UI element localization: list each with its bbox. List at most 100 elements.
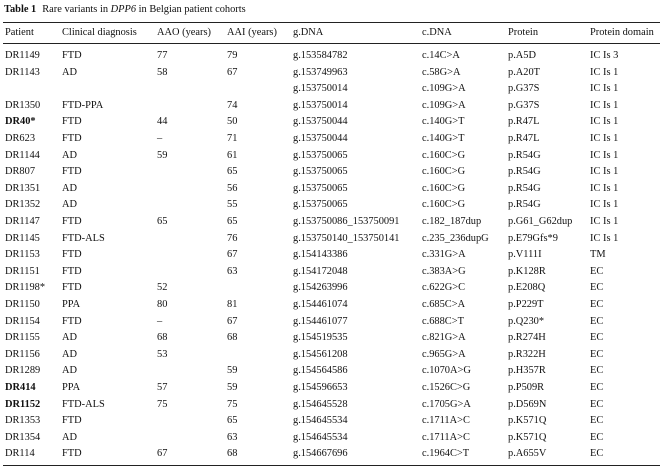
table-cell: g.153750014	[293, 99, 348, 111]
table-cell: IC Is 1	[590, 83, 619, 95]
table-cell: –	[157, 133, 163, 144]
table-cell: DR807	[5, 166, 36, 178]
table-cell: EC	[590, 299, 604, 310]
table-cell: IC Is 1	[590, 149, 619, 161]
table-cell: FTD	[62, 116, 82, 128]
table-cell: p.G37S	[508, 83, 540, 95]
table-cell: 65	[227, 216, 238, 227]
table-title: Table 1 Rare variants in DPP6 in Belgian …	[4, 4, 246, 15]
column-header: AAO (years)	[157, 27, 211, 38]
table-cell: DR1147	[5, 216, 40, 227]
table-cell: AD	[62, 431, 78, 443]
table-cell: IC Is 1	[590, 66, 619, 78]
table-cell: DR1289	[5, 365, 41, 377]
table-cell: c.383A>G	[422, 265, 466, 277]
table-cell: g.154172048	[293, 265, 348, 277]
table-cell: g.154645534	[293, 431, 348, 443]
column-header: AAI (years)	[227, 27, 277, 38]
table-cell: EC	[590, 382, 604, 393]
table-cell: DR1151	[5, 265, 40, 277]
table-cell: p.A655V	[508, 448, 547, 460]
table-cell: DR1150	[5, 299, 40, 310]
table-cell: EC	[590, 265, 604, 277]
table-cell: g.153750065	[293, 166, 348, 178]
table-cell: DR1145	[5, 232, 40, 244]
table-cell: 79	[227, 50, 238, 61]
table-cell: DR40*	[5, 116, 36, 128]
table-cell: IC Is 3	[590, 50, 619, 61]
table-cell: 67	[157, 448, 168, 460]
table-cell: c.182_187dup	[422, 216, 482, 227]
table-cell: AD	[62, 365, 78, 377]
caption: Rare variants in	[42, 4, 111, 15]
table-cell: IC Is 1	[590, 182, 619, 194]
table-cell: g.153750140_153750141	[293, 232, 400, 244]
table-cell: p.V111I	[508, 249, 542, 261]
column-header: Clinical diagnosis	[62, 27, 137, 38]
table-cell: p.R54G	[508, 199, 541, 211]
table-cell: 76	[227, 232, 238, 244]
table-cell: c.160C>G	[422, 166, 466, 178]
table-cell: AD	[62, 149, 78, 161]
table-cell: FTD	[62, 249, 82, 261]
table-cell: 68	[227, 332, 238, 344]
table-cell: 65	[227, 166, 238, 178]
table-cell: g.154645534	[293, 415, 348, 427]
table-cell: DR1153	[5, 249, 40, 261]
table-cell: c.1711A>C	[422, 431, 470, 443]
table-cell: DR1198*	[5, 282, 46, 294]
table-cell: EC	[590, 282, 604, 294]
table-cell: 68	[227, 448, 238, 460]
caption: in Belgian patient cohorts	[136, 4, 246, 15]
table-cell: 65	[227, 415, 238, 427]
table-cell: EC	[590, 332, 604, 344]
table-cell: g.154263996	[293, 282, 348, 294]
table-cell: 75	[157, 398, 168, 410]
table-cell: g.153584782	[293, 50, 348, 61]
table-cell: g.153750065	[293, 182, 348, 194]
column-header: Protein domain	[590, 27, 654, 38]
table-cell: DR1143	[5, 66, 40, 78]
table-cell: p.H357R	[508, 365, 546, 377]
table-cell: DR1154	[5, 315, 40, 327]
caption-gene: DPP6	[110, 4, 137, 15]
table-cell: c.109G>A	[422, 99, 466, 111]
table-cell: FTD	[62, 265, 82, 277]
table-cell: c.622G>C	[422, 282, 466, 294]
table-cell: p.K571Q	[508, 431, 547, 443]
table-cell: p.K571Q	[508, 415, 547, 427]
table-cell: DR1152	[5, 398, 41, 410]
table-cell: FTD	[62, 166, 82, 178]
table-cell: 59	[227, 365, 238, 377]
table-cell: EC	[590, 448, 604, 460]
table-cell: g.153750065	[293, 199, 348, 211]
table-cell: g.154461077	[293, 315, 348, 327]
table-cell: EC	[590, 365, 604, 377]
table-cell: c.140G>T	[422, 133, 465, 144]
table-cell: DR1351	[5, 182, 41, 194]
table-cell: 56	[227, 182, 238, 194]
table-cell: g.154519535	[293, 332, 348, 344]
table-cell: PPA	[62, 299, 81, 310]
table-cell: DR1352	[5, 199, 41, 211]
table-cell: DR114	[5, 448, 35, 460]
table-cell: DR1149	[5, 50, 40, 61]
table-cell: 65	[157, 216, 168, 227]
table-cell: p.Q230*	[508, 315, 545, 327]
table-cell: EC	[590, 315, 604, 327]
table-cell: c.109G>A	[422, 83, 466, 95]
table-cell: c.685C>A	[422, 299, 466, 310]
table-cell: FTD	[62, 282, 82, 294]
table-cell: 59	[157, 149, 168, 161]
table-cell: p.R47L	[508, 133, 540, 144]
table-cell: g.153749963	[293, 66, 348, 78]
table-cell: 67	[227, 249, 238, 261]
table-cell: p.K128R	[508, 265, 546, 277]
table-cell: 61	[227, 149, 238, 161]
table-cell: AD	[62, 66, 78, 78]
table-cell: 52	[157, 282, 168, 294]
table-cell: IC Is 1	[590, 116, 619, 128]
table-cell: c.1526C>G	[422, 382, 471, 393]
table-cell: g.153750044	[293, 116, 348, 128]
table-cell: IC Is 1	[590, 99, 619, 111]
